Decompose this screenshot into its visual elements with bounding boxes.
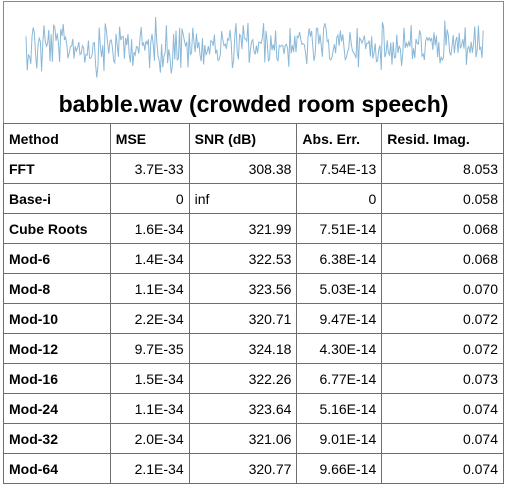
table-row: Mod-6 1.4E-34 322.53 6.38E-14 0.068 xyxy=(3,243,504,274)
cell-mse: 9.7E-35 xyxy=(109,333,190,364)
cell-mse: 1.6E-34 xyxy=(109,213,190,244)
cell-abs-err: 5.03E-14 xyxy=(296,273,383,304)
table-row: Mod-24 1.1E-34 323.64 5.16E-14 0.074 xyxy=(3,393,504,424)
cell-mse: 2.2E-34 xyxy=(109,303,190,334)
results-table: Method MSE SNR (dB) Abs. Err. Resid. Ima… xyxy=(3,123,504,484)
cell-resid-imag: 0.074 xyxy=(381,393,504,424)
cell-method: FFT xyxy=(3,153,111,184)
page-title: babble.wav (crowded room speech) xyxy=(3,89,504,123)
cell-resid-imag: 0.074 xyxy=(381,423,504,454)
cell-method: Mod-8 xyxy=(3,273,111,304)
cell-snr: 321.06 xyxy=(188,423,298,454)
header-mse: MSE xyxy=(109,123,190,154)
cell-resid-imag: 0.072 xyxy=(381,303,504,334)
cell-resid-imag: 0.068 xyxy=(381,213,504,244)
cell-abs-err: 9.47E-14 xyxy=(296,303,383,334)
cell-snr: 324.18 xyxy=(188,333,298,364)
table-row: Mod-32 2.0E-34 321.06 9.01E-14 0.074 xyxy=(3,423,504,454)
cell-abs-err: 9.66E-14 xyxy=(296,453,383,484)
cell-method: Mod-6 xyxy=(3,243,111,274)
cell-snr: 320.71 xyxy=(188,303,298,334)
cell-resid-imag: 0.073 xyxy=(381,363,504,394)
cell-resid-imag: 8.053 xyxy=(381,153,504,184)
cell-mse: 1.1E-34 xyxy=(109,273,190,304)
header-resid-imag: Resid. Imag. xyxy=(381,123,504,154)
cell-method: Mod-10 xyxy=(3,303,111,334)
cell-mse: 1.1E-34 xyxy=(109,393,190,424)
waveform-icon xyxy=(25,17,484,78)
cell-method: Mod-64 xyxy=(3,453,111,484)
cell-method: Mod-12 xyxy=(3,333,111,364)
cell-abs-err: 9.01E-14 xyxy=(296,423,383,454)
header-snr: SNR (dB) xyxy=(188,123,298,154)
waveform-line xyxy=(25,17,484,78)
table-row: Mod-8 1.1E-34 323.56 5.03E-14 0.070 xyxy=(3,273,504,304)
cell-resid-imag: 0.072 xyxy=(381,333,504,364)
cell-resid-imag: 0.068 xyxy=(381,243,504,274)
cell-mse: 0 xyxy=(109,183,190,214)
cell-method: Mod-32 xyxy=(3,423,111,454)
table-row: FFT 3.7E-33 308.38 7.54E-13 8.053 xyxy=(3,153,504,184)
cell-abs-err: 7.51E-14 xyxy=(296,213,383,244)
cell-mse: 3.7E-33 xyxy=(109,153,190,184)
cell-resid-imag: 0.058 xyxy=(381,183,504,214)
cell-abs-err: 6.38E-14 xyxy=(296,243,383,274)
table-row: Mod-64 2.1E-34 320.77 9.66E-14 0.074 xyxy=(3,453,504,484)
cell-mse: 1.4E-34 xyxy=(109,243,190,274)
waveform-plot xyxy=(3,1,504,89)
cell-snr: 323.64 xyxy=(188,393,298,424)
cell-snr: 323.56 xyxy=(188,273,298,304)
cell-method: Cube Roots xyxy=(3,213,111,244)
table-row: Cube Roots 1.6E-34 321.99 7.51E-14 0.068 xyxy=(3,213,504,244)
cell-snr: 321.99 xyxy=(188,213,298,244)
cell-mse: 1.5E-34 xyxy=(109,363,190,394)
table-header-row: Method MSE SNR (dB) Abs. Err. Resid. Ima… xyxy=(3,123,504,154)
cell-abs-err: 0 xyxy=(296,183,383,214)
cell-snr: 308.38 xyxy=(188,153,298,184)
cell-abs-err: 5.16E-14 xyxy=(296,393,383,424)
cell-abs-err: 4.30E-14 xyxy=(296,333,383,364)
cell-abs-err: 7.54E-13 xyxy=(296,153,383,184)
cell-abs-err: 6.77E-14 xyxy=(296,363,383,394)
table-row: Mod-10 2.2E-34 320.71 9.47E-14 0.072 xyxy=(3,303,504,334)
cell-method: Base-i xyxy=(3,183,111,214)
table-row: Mod-16 1.5E-34 322.26 6.77E-14 0.073 xyxy=(3,363,504,394)
cell-snr: 322.53 xyxy=(188,243,298,274)
cell-snr: 320.77 xyxy=(188,453,298,484)
header-abs-err: Abs. Err. xyxy=(296,123,383,154)
header-method: Method xyxy=(3,123,111,154)
cell-method: Mod-16 xyxy=(3,363,111,394)
cell-mse: 2.1E-34 xyxy=(109,453,190,484)
cell-snr: 322.26 xyxy=(188,363,298,394)
cell-resid-imag: 0.070 xyxy=(381,273,504,304)
cell-resid-imag: 0.074 xyxy=(381,453,504,484)
table-row: Base-i 0 inf 0 0.058 xyxy=(3,183,504,214)
cell-method: Mod-24 xyxy=(3,393,111,424)
cell-snr: inf xyxy=(188,183,298,214)
table-row: Mod-12 9.7E-35 324.18 4.30E-14 0.072 xyxy=(3,333,504,364)
cell-mse: 2.0E-34 xyxy=(109,423,190,454)
